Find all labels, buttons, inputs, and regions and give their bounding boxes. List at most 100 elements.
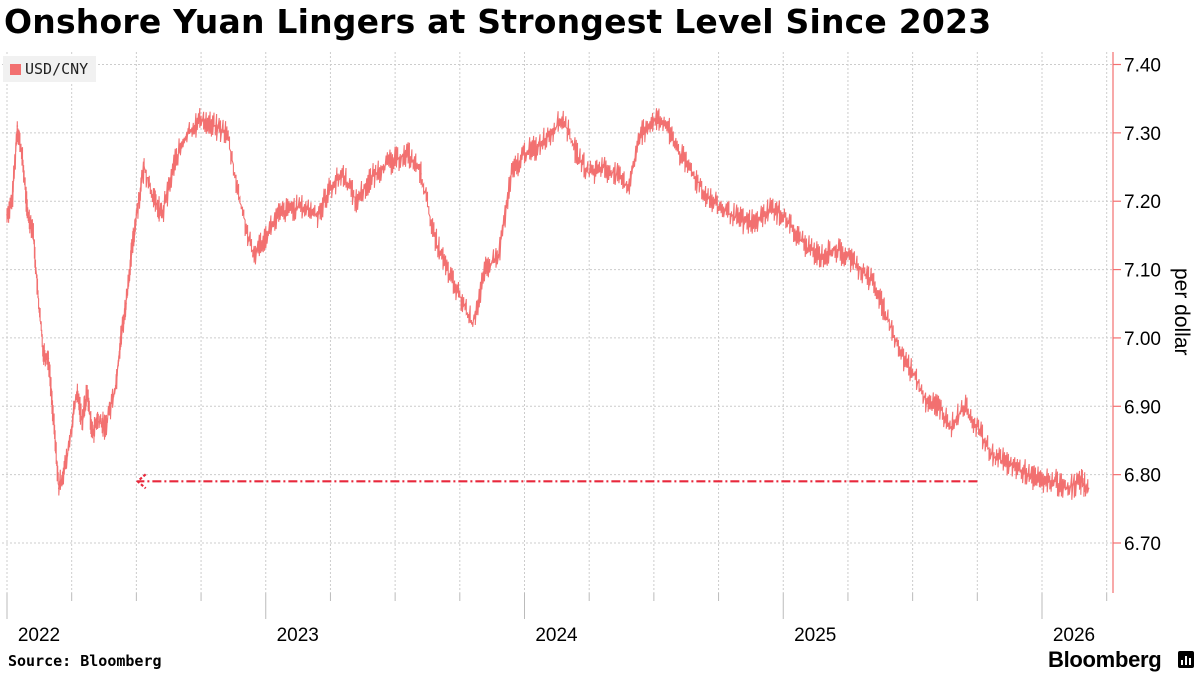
data-point: [653, 118, 655, 120]
data-point: [290, 207, 293, 209]
data-point: [37, 296, 39, 298]
data-point: [691, 173, 694, 175]
data-point: [885, 316, 888, 319]
data-point: [16, 125, 19, 127]
data-point: [562, 118, 565, 120]
y-tick-label: 7.00: [1124, 329, 1161, 350]
data-point: [471, 323, 474, 326]
data-point: [81, 419, 83, 421]
y-tick-label: 6.90: [1124, 397, 1161, 418]
data-point: [640, 132, 642, 134]
data-point: [795, 234, 797, 237]
data-point: [47, 357, 50, 360]
data-point: [252, 255, 254, 257]
data-point: [368, 179, 371, 182]
data-point: [120, 337, 122, 339]
data-point: [1015, 467, 1017, 469]
data-point: [601, 166, 603, 168]
y-tick-label: 7.30: [1124, 124, 1161, 145]
y-axis: 6.70 6.80 6.90 7.00 7.10 7.20 7.30 7.40 per doll…: [1112, 52, 1193, 593]
data-point: [1002, 460, 1004, 462]
data-point: [834, 248, 836, 250]
data-point: [911, 371, 914, 373]
data-point: [213, 125, 215, 127]
data-point: [1087, 487, 1090, 490]
data-point: [52, 419, 55, 421]
data-point: [717, 207, 720, 209]
data-point: [86, 391, 89, 394]
data-point: [549, 132, 552, 134]
y-axis-title: per dollar: [1170, 268, 1193, 356]
data-point: [627, 186, 629, 189]
data-point: [187, 132, 189, 134]
data-point: [135, 214, 138, 216]
data-point: [459, 296, 461, 298]
data-point: [782, 214, 785, 216]
data-point: [484, 268, 487, 271]
x-tick-label: 2024: [535, 625, 578, 646]
legend-swatch: [10, 63, 21, 75]
data-point: [407, 152, 409, 155]
data-point: [96, 419, 99, 421]
data-point: [446, 268, 448, 271]
x-tick-label: 2022: [18, 625, 60, 646]
data-point: [614, 173, 616, 175]
data-point: [769, 207, 772, 209]
data-point: [6, 214, 8, 216]
data-point: [873, 282, 875, 285]
data-point: [32, 227, 34, 230]
data-point: [91, 432, 94, 435]
data-point: [433, 234, 435, 237]
data-point: [497, 255, 500, 257]
data-point: [523, 152, 526, 155]
data-point: [125, 302, 127, 305]
data-point: [420, 173, 422, 175]
data-point: [57, 487, 60, 490]
data-point: [730, 214, 733, 216]
data-point: [239, 200, 241, 203]
data-point: [76, 391, 78, 394]
data-point: [381, 166, 383, 168]
data-point: [847, 255, 849, 257]
legend-label: USD/CNY: [25, 60, 89, 78]
data-point: [1067, 487, 1069, 490]
data-point: [821, 255, 823, 257]
y-tick-label: 6.80: [1124, 466, 1161, 487]
data-point: [588, 173, 590, 175]
data-point: [153, 200, 156, 203]
data-point: [860, 268, 862, 271]
series-layer: [6, 108, 1090, 500]
data-point: [666, 125, 668, 127]
data-point: [143, 166, 145, 168]
y-tick-label: 7.10: [1124, 261, 1161, 282]
data-point: [963, 405, 966, 408]
data-point: [394, 159, 396, 161]
data-point: [808, 248, 810, 250]
data-point: [950, 425, 953, 428]
data-point: [1080, 480, 1082, 483]
data-point: [355, 200, 358, 203]
data-point: [65, 460, 68, 462]
legend: USD/CNY: [3, 56, 97, 82]
data-point: [264, 234, 267, 237]
data-point: [329, 186, 332, 189]
data-point: [937, 405, 940, 408]
y-tick-label: 7.20: [1124, 192, 1161, 213]
data-point: [226, 132, 228, 134]
data-point: [536, 145, 539, 148]
data-point: [303, 207, 306, 209]
data-point: [743, 220, 746, 223]
x-tick-label: 2025: [794, 625, 836, 646]
x-tick-label: 2023: [277, 625, 319, 646]
data-point: [26, 214, 29, 216]
data-point: [756, 220, 759, 223]
data-point: [316, 214, 319, 216]
data-point: [130, 255, 132, 257]
annotation-arrow-head: [136, 473, 147, 490]
data-point: [104, 425, 107, 428]
data-point: [200, 118, 202, 120]
bloomberg-chart-icon: [1178, 651, 1194, 668]
data-point: [1028, 473, 1030, 476]
data-point: [161, 214, 164, 216]
